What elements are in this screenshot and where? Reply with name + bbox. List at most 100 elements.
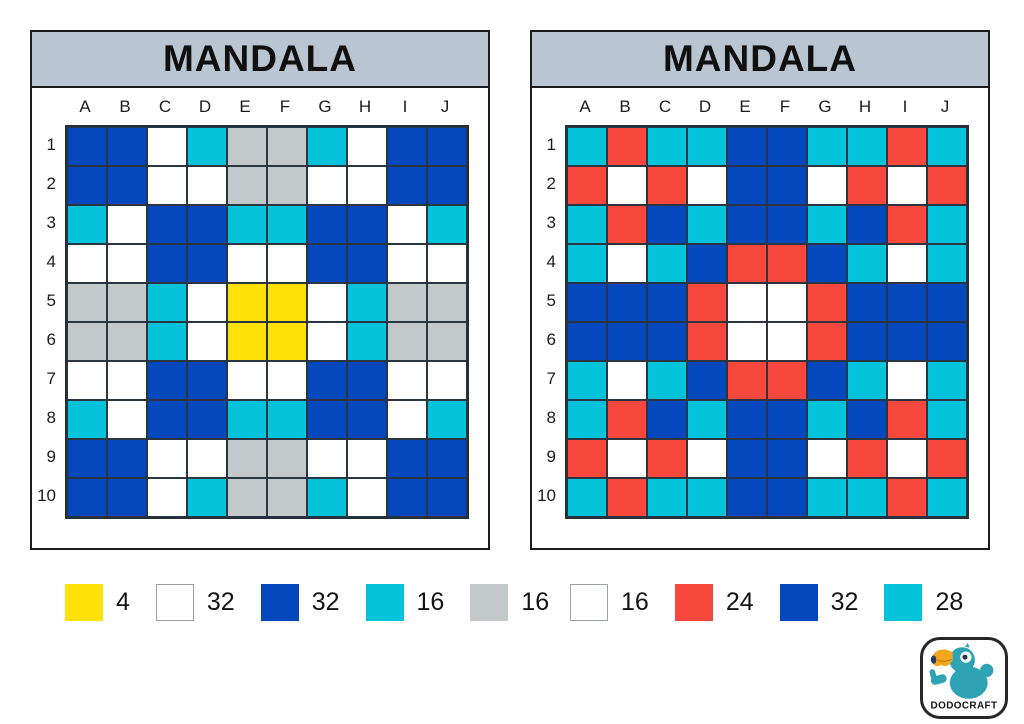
left-cell-D8-dark-blue [187, 400, 227, 439]
left-cell-E4-white [227, 244, 267, 283]
left-cell-F6-yellow [267, 322, 307, 361]
right-row-label-6: 6 [546, 329, 556, 349]
left-cell-J10-dark-blue [427, 478, 467, 517]
right-cell-C1-cyan [647, 127, 687, 166]
left-cell-I10-dark-blue [387, 478, 427, 517]
right-cell-B5-dark-blue [607, 283, 647, 322]
left-cell-A8-cyan [67, 400, 107, 439]
left-cell-E6-yellow [227, 322, 267, 361]
left-row-label-9: 9 [46, 446, 56, 466]
left-cell-E5-yellow [227, 283, 267, 322]
left-column-header-J: J [440, 96, 450, 116]
left-cell-F7-white [267, 361, 307, 400]
right-row-label-4: 4 [546, 251, 556, 271]
right-cell-B1-red [607, 127, 647, 166]
left-cell-J2-dark-blue [427, 166, 467, 205]
right-cell-H7-cyan [847, 361, 887, 400]
legend-swatch-red [674, 584, 713, 621]
left-cell-H2-white [347, 166, 387, 205]
dodo-body [949, 666, 988, 699]
legend-count-cyan: 16 [416, 588, 445, 616]
legend-count-dark-blue: 32 [311, 588, 340, 616]
dodo-beak-tip [930, 655, 937, 664]
right-cell-H5-dark-blue [847, 283, 887, 322]
right-cell-J6-dark-blue [927, 322, 967, 361]
left-cell-I2-dark-blue [387, 166, 427, 205]
left-cell-G7-dark-blue [307, 361, 347, 400]
legend-swatch-white [570, 584, 608, 621]
legend-count-gray: 16 [521, 588, 550, 616]
mandala-panel-left: MANDALA A B C D E F G H I J 1 2 3 4 5 6 7 8 9 10 [30, 30, 490, 550]
right-cell-I8-red [887, 400, 927, 439]
left-cell-G2-white [307, 166, 347, 205]
left-row-label-4: 4 [46, 251, 56, 271]
right-row-label-1: 1 [546, 134, 556, 154]
dodocraft-wordmark: DODOCRAFT [931, 700, 998, 711]
right-cell-A3-cyan [567, 205, 607, 244]
left-cell-G8-dark-blue [307, 400, 347, 439]
legend-swatch-yellow [65, 584, 103, 621]
left-cell-D5-white [187, 283, 227, 322]
left-cell-G3-dark-blue [307, 205, 347, 244]
left-legend-entry-white: 32 [155, 584, 235, 621]
right-cell-I10-red [887, 478, 927, 517]
right-cell-J10-cyan [927, 478, 967, 517]
left-cell-A2-dark-blue [67, 166, 107, 205]
left-cell-G10-cyan [307, 478, 347, 517]
left-cell-D1-cyan [187, 127, 227, 166]
right-cell-I2-white [887, 166, 927, 205]
left-cell-H9-white [347, 439, 387, 478]
left-cell-A5-gray [67, 283, 107, 322]
left-cell-I8-white [387, 400, 427, 439]
right-cell-C6-dark-blue [647, 322, 687, 361]
right-cell-A5-dark-blue [567, 283, 607, 322]
right-cell-G9-white [807, 439, 847, 478]
left-cell-D10-cyan [187, 478, 227, 517]
right-cell-H3-dark-blue [847, 205, 887, 244]
grid-area: 1 2 3 4 5 6 7 8 9 10 [32, 125, 488, 519]
left-row-label-6: 6 [46, 329, 56, 349]
right-cell-D8-cyan [687, 400, 727, 439]
right-column-header-C: C [658, 96, 672, 116]
left-cell-F9-gray [267, 439, 307, 478]
right-cell-B8-red [607, 400, 647, 439]
right-cell-I4-white [887, 244, 927, 283]
pixel-grid [65, 125, 469, 519]
right-cell-H4-cyan [847, 244, 887, 283]
left-cell-J5-gray [427, 283, 467, 322]
right-column-header-B: B [619, 96, 631, 116]
left-column-header-D: D [198, 96, 212, 116]
right-cell-E9-dark-blue [727, 439, 767, 478]
left-cell-H1-white [347, 127, 387, 166]
left-cell-C6-cyan [147, 322, 187, 361]
right-column-header-I: I [902, 96, 908, 116]
right-cell-G6-red [807, 322, 847, 361]
left-cell-E2-gray [227, 166, 267, 205]
right-cell-J7-cyan [927, 361, 967, 400]
right-cell-C4-cyan [647, 244, 687, 283]
left-cell-F3-cyan [267, 205, 307, 244]
legend-swatch-dark-blue [779, 584, 818, 621]
right-cell-I3-red [887, 205, 927, 244]
left-cell-D2-white [187, 166, 227, 205]
panel-title: MANDALA [532, 32, 988, 88]
right-cell-C5-dark-blue [647, 283, 687, 322]
left-cell-F5-yellow [267, 283, 307, 322]
left-column-header-B: B [119, 96, 131, 116]
legend-swatch-dark-blue [260, 584, 299, 621]
left-cell-I5-gray [387, 283, 427, 322]
right-row-label-7: 7 [546, 368, 556, 388]
right-column-header-G: G [818, 96, 832, 116]
right-cell-B10-red [607, 478, 647, 517]
left-column-header-H: H [358, 96, 372, 116]
right-cell-D6-red [687, 322, 727, 361]
left-cell-B10-dark-blue [107, 478, 147, 517]
left-column-header-C: C [158, 96, 172, 116]
right-cell-H9-red [847, 439, 887, 478]
right-column-header-D: D [698, 96, 712, 116]
right-cell-I9-white [887, 439, 927, 478]
left-cell-F2-gray [267, 166, 307, 205]
right-cell-G2-white [807, 166, 847, 205]
right-cell-B9-white [607, 439, 647, 478]
right-cell-F10-dark-blue [767, 478, 807, 517]
